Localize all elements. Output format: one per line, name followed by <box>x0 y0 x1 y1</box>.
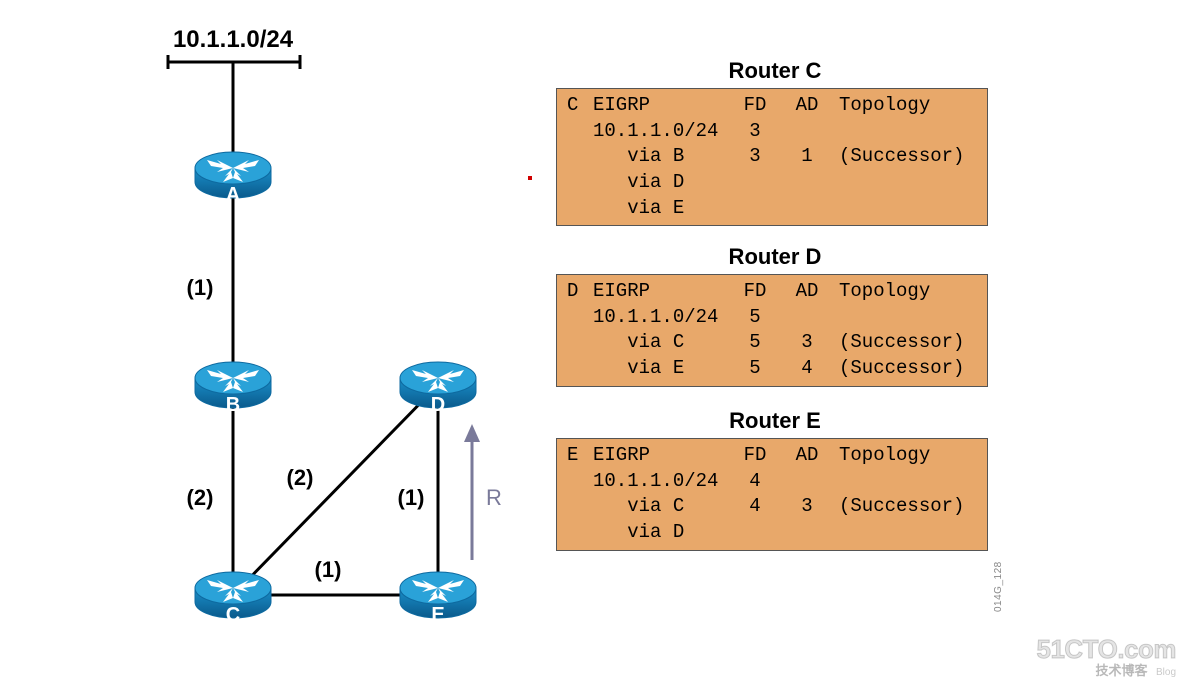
router-A: A <box>193 150 273 200</box>
router-label: D <box>398 394 478 417</box>
topology-edges <box>0 0 1184 686</box>
router-label: E <box>398 604 478 627</box>
router-label: A <box>193 184 273 207</box>
router-D: D <box>398 360 478 410</box>
router-label: B <box>193 394 273 417</box>
router-E: E <box>398 570 478 620</box>
router-label: C <box>193 604 273 627</box>
diagram-stage: 10.1.1.0/24 R A <box>0 0 1184 686</box>
router-B: B <box>193 360 273 410</box>
router-C: C <box>193 570 273 620</box>
